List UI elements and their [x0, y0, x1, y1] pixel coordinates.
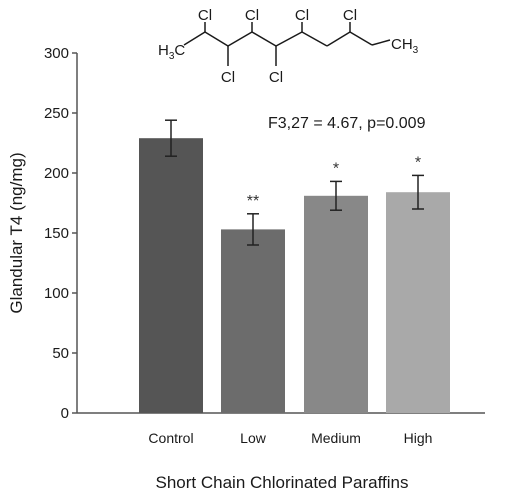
significance-marker: * — [333, 160, 339, 177]
statistics-annotation: F3,27 = 4.67, p=0.009 — [268, 115, 426, 132]
x-tick-label: Medium — [311, 430, 361, 446]
bond — [371, 39, 391, 46]
x-tick-label: Control — [148, 430, 193, 446]
bar-control — [139, 138, 203, 413]
y-tick-label: 200 — [44, 165, 69, 182]
x-tick-labels: Control Low Medium High — [148, 430, 432, 446]
methyl-group-left: H3C — [158, 42, 185, 62]
bond — [349, 31, 373, 46]
x-axis-title: Short Chain Chlorinated Paraffins — [156, 473, 409, 492]
bond — [251, 31, 277, 47]
bars: *** * — [139, 119, 450, 413]
bond — [204, 31, 229, 47]
methyl-group-right: CH3 — [391, 36, 419, 56]
bar-medium — [304, 195, 368, 413]
chlorine-label: Cl — [269, 69, 283, 86]
bond — [275, 31, 303, 47]
y-tick-label: 0 — [61, 405, 69, 422]
x-tick-label: Low — [240, 430, 267, 446]
y-tick-label: 300 — [44, 45, 69, 62]
x-tick-label: High — [404, 430, 433, 446]
bar-high — [386, 192, 450, 413]
chlorine-label: Cl — [198, 7, 212, 24]
y-tick-label: 150 — [44, 225, 69, 242]
bar-low — [221, 229, 285, 413]
significance-marker: ** — [247, 193, 259, 210]
significance-marker: * — [415, 154, 421, 171]
chemical-structure — [183, 22, 391, 66]
y-tick-label: 50 — [52, 345, 69, 362]
chlorine-label: Cl — [343, 7, 357, 24]
bond — [183, 31, 206, 46]
y-ticks: 0 50 100 150 200 250 300 — [44, 45, 77, 422]
chlorine-label: Cl — [221, 69, 235, 86]
bond — [301, 31, 328, 47]
bond — [227, 31, 253, 47]
y-axis-title: Glandular T4 (ng/mg) — [7, 152, 26, 313]
chlorine-label: Cl — [245, 7, 259, 24]
y-tick-label: 250 — [44, 105, 69, 122]
chemical-labels: Cl Cl Cl Cl Cl Cl H3C CH3 — [158, 7, 419, 86]
y-tick-label: 100 — [44, 285, 69, 302]
chlorine-label: Cl — [295, 7, 309, 24]
bond — [326, 31, 351, 47]
